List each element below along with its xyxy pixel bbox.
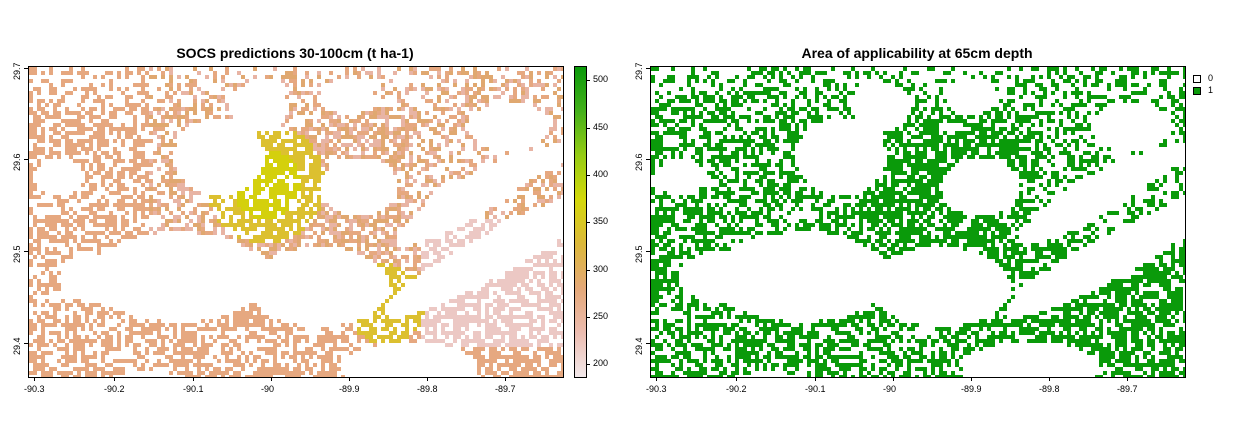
y-tick-mark bbox=[646, 159, 650, 160]
x-tick-label: -89.7 bbox=[495, 384, 516, 394]
legend-swatch-0 bbox=[1193, 75, 1201, 83]
colorbar-tick-label: 250 bbox=[593, 311, 609, 321]
x-tick-label: -90.3 bbox=[646, 384, 667, 394]
soc-prediction-map bbox=[28, 66, 564, 378]
x-tick-label: -89.8 bbox=[417, 384, 438, 394]
y-tick-mark bbox=[24, 251, 28, 252]
x-tick-mark bbox=[815, 377, 816, 381]
aoa-raster bbox=[651, 67, 1185, 377]
colorbar-tick-label: 500 bbox=[593, 74, 609, 84]
x-tick-mark bbox=[271, 377, 272, 381]
x-tick-mark bbox=[505, 377, 506, 381]
y-tick-mark bbox=[646, 68, 650, 69]
y-tick-mark bbox=[646, 343, 650, 344]
x-tick-mark bbox=[349, 377, 350, 381]
x-tick-mark bbox=[193, 377, 194, 381]
colorbar-tick-label: 350 bbox=[593, 216, 609, 226]
colorbar-tick-mark bbox=[586, 80, 590, 81]
soc-raster bbox=[29, 67, 563, 377]
y-tick-label: 29.7 bbox=[12, 62, 22, 80]
x-tick-label: -89.8 bbox=[1039, 384, 1060, 394]
colorbar-tick-mark bbox=[586, 128, 590, 129]
y-tick-mark bbox=[24, 159, 28, 160]
y-tick-label: 29.6 bbox=[12, 153, 22, 171]
x-tick-mark bbox=[427, 377, 428, 381]
colorbar-tick-label: 300 bbox=[593, 264, 609, 274]
x-tick-mark bbox=[34, 377, 35, 381]
x-tick-label: -90.1 bbox=[183, 384, 204, 394]
left-map-title: SOCS predictions 30-100cm (t ha-1) bbox=[176, 45, 414, 61]
x-tick-label: -90 bbox=[883, 384, 897, 394]
x-tick-mark bbox=[736, 377, 737, 381]
legend-label-1: 1 bbox=[1208, 85, 1214, 95]
colorbar-tick-label: 400 bbox=[593, 169, 609, 179]
colorbar-tick-mark bbox=[586, 175, 590, 176]
x-tick-mark bbox=[656, 377, 657, 381]
x-tick-mark bbox=[971, 377, 972, 381]
x-tick-label: -89.9 bbox=[339, 384, 360, 394]
x-tick-label: -89.9 bbox=[961, 384, 982, 394]
colorbar-tick-label: 450 bbox=[593, 122, 609, 132]
y-tick-label: 29.5 bbox=[12, 245, 22, 263]
colorbar-tick-mark bbox=[586, 270, 590, 271]
y-tick-mark bbox=[24, 343, 28, 344]
x-tick-label: -90.2 bbox=[104, 384, 125, 394]
y-tick-mark bbox=[24, 68, 28, 69]
colorbar-tick-mark bbox=[586, 364, 590, 365]
y-tick-label: 29.4 bbox=[634, 337, 644, 355]
legend-swatch-1 bbox=[1193, 87, 1201, 95]
x-tick-label: -90.2 bbox=[726, 384, 747, 394]
x-tick-label: -90.3 bbox=[24, 384, 45, 394]
x-tick-label: -90 bbox=[261, 384, 275, 394]
colorbar-tick-mark bbox=[586, 317, 590, 318]
colorbar-tick-mark bbox=[586, 222, 590, 223]
x-tick-label: -89.7 bbox=[1117, 384, 1138, 394]
y-tick-label: 29.5 bbox=[634, 245, 644, 263]
colorbar-tick-label: 200 bbox=[593, 358, 609, 368]
x-tick-mark bbox=[893, 377, 894, 381]
x-tick-label: -90.1 bbox=[805, 384, 826, 394]
x-tick-mark bbox=[1127, 377, 1128, 381]
y-tick-label: 29.7 bbox=[634, 62, 644, 80]
y-tick-mark bbox=[646, 251, 650, 252]
y-tick-label: 29.6 bbox=[634, 153, 644, 171]
legend-label-0: 0 bbox=[1208, 73, 1214, 83]
x-tick-mark bbox=[114, 377, 115, 381]
aoa-map bbox=[650, 66, 1186, 378]
y-tick-label: 29.4 bbox=[12, 337, 22, 355]
x-tick-mark bbox=[1049, 377, 1050, 381]
right-map-title: Area of applicability at 65cm depth bbox=[801, 45, 1033, 61]
